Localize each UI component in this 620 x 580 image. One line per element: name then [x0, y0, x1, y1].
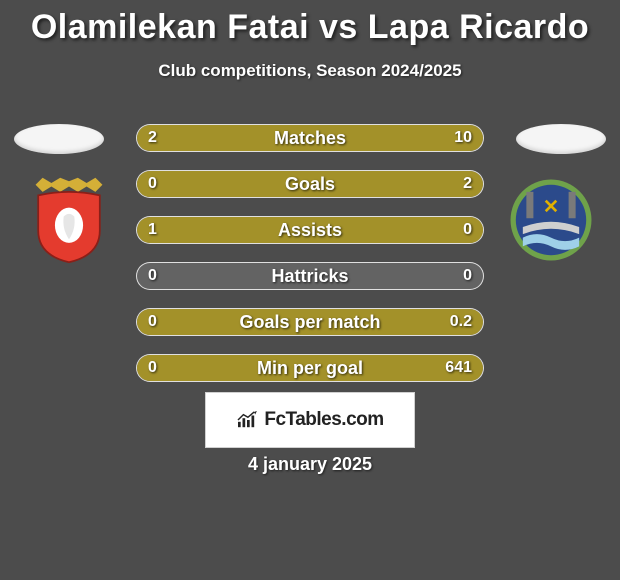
stat-row: Goals02	[136, 170, 484, 198]
stat-row: Hattricks00	[136, 262, 484, 290]
stat-row: Matches210	[136, 124, 484, 152]
shield-icon	[25, 176, 113, 264]
stat-bar-fill-right	[137, 355, 483, 381]
stat-row: Goals per match00.2	[136, 308, 484, 336]
page-title: Olamilekan Fatai vs Lapa Ricardo	[0, 0, 620, 47]
date-label: 4 january 2025	[0, 454, 620, 475]
player-left-flag	[14, 124, 104, 154]
stat-bar-track	[136, 262, 484, 290]
stat-bar-fill-left	[137, 217, 483, 243]
stat-bar-track	[136, 216, 484, 244]
stat-row: Min per goal0641	[136, 354, 484, 382]
stat-bar-fill-right	[137, 171, 483, 197]
stat-bar-track	[136, 124, 484, 152]
player-right-club-badge	[507, 176, 595, 264]
brand-badge: FcTables.com	[205, 392, 415, 448]
brand-text: FcTables.com	[264, 409, 383, 431]
stat-row: Assists10	[136, 216, 484, 244]
brand-chart-icon	[236, 411, 258, 429]
stat-bar-fill-left	[137, 125, 196, 151]
stat-bar-track	[136, 354, 484, 382]
page-subtitle: Club competitions, Season 2024/2025	[0, 61, 620, 81]
stat-bar-fill-right	[196, 125, 483, 151]
stat-bar-fill-right	[137, 309, 483, 335]
stat-bar-track	[136, 308, 484, 336]
player-right-flag	[516, 124, 606, 154]
player-left-club-badge	[25, 176, 113, 264]
shield-icon	[507, 176, 595, 264]
stat-bar-track	[136, 170, 484, 198]
stats-bars: Matches210 Goals02 Assists10 Hattricks00 Goa…	[136, 124, 484, 400]
